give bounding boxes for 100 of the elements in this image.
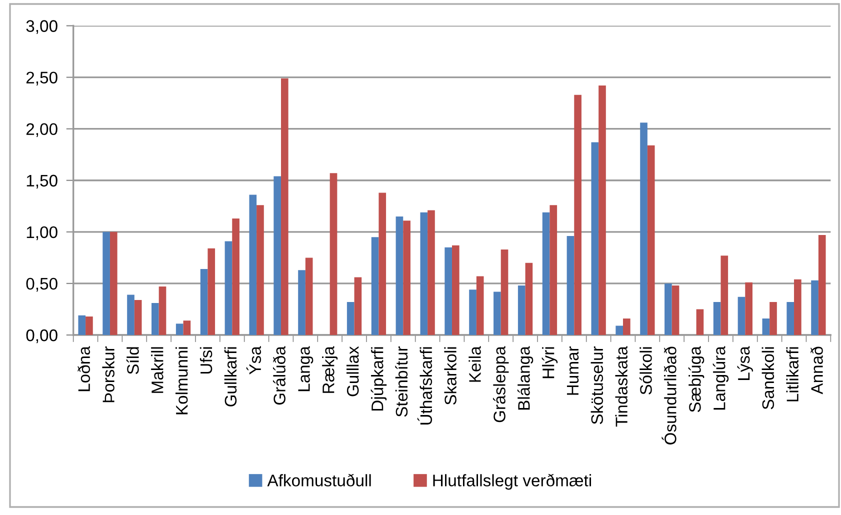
bar: [330, 173, 338, 336]
bar: [78, 315, 86, 336]
x-tick-label: Grálúða: [272, 346, 286, 405]
bar: [811, 280, 818, 336]
bar: [378, 192, 386, 336]
x-tick-label: Blálanga: [517, 346, 534, 410]
x-tick-label: Keila: [468, 346, 481, 382]
x-tick-label: Rækja: [322, 346, 338, 393]
bar: [444, 247, 452, 336]
x-tick-label: Sandkoli: [762, 347, 774, 410]
bar: [420, 212, 428, 336]
bar: [158, 286, 166, 336]
x-tick-label: Síld: [126, 347, 139, 374]
bar: [183, 320, 191, 336]
x-tick-label: Kolmunni: [176, 347, 188, 414]
x-tick-label: Langlúra: [712, 346, 729, 410]
bar: [738, 296, 746, 336]
bar: [672, 286, 680, 336]
x-tick-label: Skötuselur: [590, 346, 604, 424]
x-tick-label: Hlýri: [542, 347, 558, 378]
bar: [152, 303, 159, 336]
bar: [640, 122, 648, 336]
y-tick-label: 1,00: [26, 226, 58, 240]
bar: [346, 302, 354, 336]
bar: [371, 237, 379, 336]
x-tick-label: Litlikarfi: [786, 347, 798, 402]
bar: [616, 326, 624, 336]
bar: [224, 241, 232, 336]
bar: [298, 270, 306, 336]
bar: [86, 316, 93, 336]
bar: [818, 235, 826, 336]
y-tick-label: 1,50: [26, 174, 58, 189]
bar: [664, 283, 672, 336]
bar: [110, 232, 118, 336]
x-tick-label: Þorskur: [102, 346, 114, 402]
bar: [500, 249, 508, 336]
x-tick-label: Ósundurliðað: [662, 346, 676, 444]
y-tick-label: 0,50: [26, 278, 58, 292]
bar: [794, 279, 802, 336]
bar: [525, 262, 533, 336]
bar: [452, 245, 460, 336]
bar: [102, 232, 110, 336]
bar: [403, 220, 410, 336]
x-tick-label: Úthafskarfi: [417, 347, 432, 424]
y-tick-label: 0,00: [26, 329, 58, 344]
x-tick-label: Sæbjúga: [688, 346, 704, 412]
bar: [232, 218, 240, 336]
bar: [200, 269, 208, 336]
y-tick-label: 3,00: [26, 20, 58, 34]
x-tick-label: Gullkarfi: [224, 347, 237, 406]
bar: [598, 86, 606, 336]
bar: [396, 216, 404, 336]
y-tick-label: 2,50: [26, 72, 58, 86]
bar: [696, 309, 704, 336]
bar: [518, 286, 526, 336]
x-tick-label: Steinbítur: [395, 346, 408, 417]
x-tick-label: Ufsi: [200, 347, 212, 374]
x-tick-label: Tindaskata: [615, 346, 628, 427]
bar: [127, 294, 134, 336]
bar: [208, 248, 216, 336]
x-tick-label: Djúpkarfi: [370, 347, 387, 411]
x-tick-label: Skarkoli: [444, 347, 456, 405]
bar: [305, 258, 313, 336]
bar: [249, 194, 257, 336]
x-tick-label: Grásleppa: [492, 346, 509, 422]
bar: [762, 318, 770, 336]
x-tick-label: Langa: [298, 346, 314, 392]
x-tick-label: Sólkoli: [639, 347, 652, 394]
bar: [280, 78, 288, 336]
x-tick-label: Loðna: [78, 346, 90, 392]
bar: [566, 236, 574, 336]
bar: [591, 142, 599, 336]
bar: [274, 176, 281, 336]
bar: [720, 256, 728, 336]
bar: [476, 276, 484, 336]
x-tick-label: Lýsa: [737, 346, 754, 380]
bar: [574, 94, 582, 336]
legend-label: Afkomustuðull: [267, 474, 371, 486]
x-tick-label: Makrill: [151, 347, 164, 393]
bar: [713, 302, 721, 336]
bar: [354, 277, 362, 336]
bar: [770, 302, 777, 336]
bar: [134, 300, 142, 336]
bar: [647, 145, 655, 336]
x-tick-label: Ýsa: [246, 346, 262, 374]
x-tick-label: Gulllax: [346, 346, 359, 396]
bar: [176, 324, 184, 336]
bar: [256, 205, 264, 336]
bar: [550, 205, 558, 336]
bar: [745, 282, 752, 336]
y-tick-label: 2,00: [26, 123, 58, 138]
bar: [428, 210, 435, 336]
x-tick-label: Annað: [810, 346, 823, 394]
bar: [469, 290, 476, 336]
bar: [494, 292, 501, 336]
bar: [623, 318, 630, 336]
x-tick-label: Humar: [566, 346, 579, 395]
bar: [786, 302, 794, 336]
bar: [542, 212, 550, 336]
legend-label: Hlutfallslegt verðmæti: [433, 474, 592, 490]
